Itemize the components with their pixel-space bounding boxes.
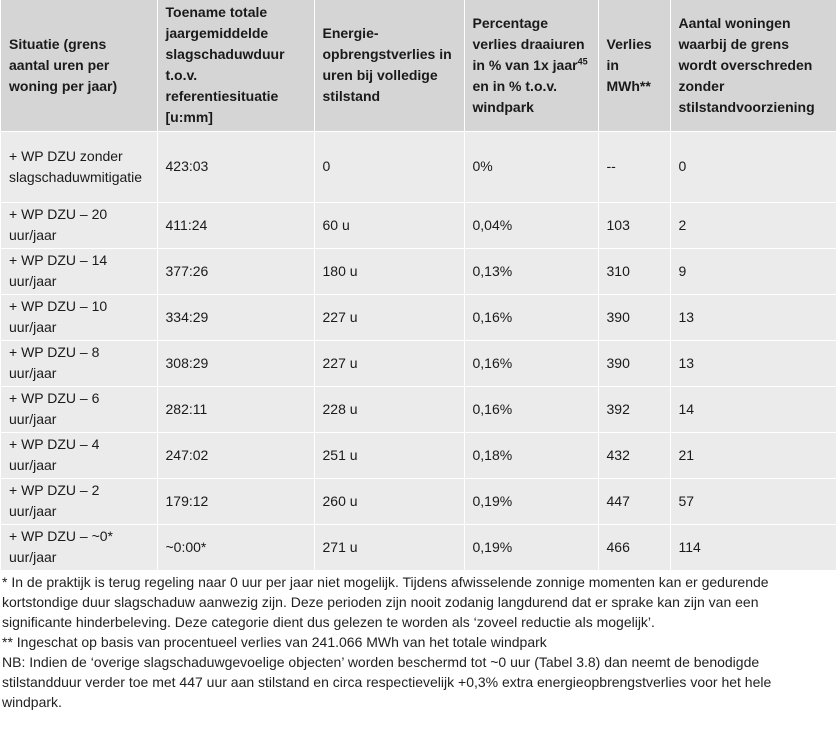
table-row: + WP DZU – 10 uur/jaar 334:29 227 u 0,16% 39… [1,294,836,340]
cell-percentage: 0,16% [463,340,598,386]
cell-situatie: + WP DZU zonder slagschaduwmitigatie [9,147,143,185]
cell-energieverlies: 251 u [313,432,464,478]
cell-energieverlies: 60 u [313,202,464,248]
cell-aantal-woningen: 21 [669,432,836,478]
cell-situatie: + WP DZU – 10 uur/jaar [9,298,108,335]
footnote-ref-45: 45 [577,56,588,67]
cell-percentage: 0,16% [463,294,598,340]
cell-situatie: + WP DZU – 8 uur/jaar [9,344,100,381]
table-notes: * In de praktijk is terug regeling naar … [0,570,834,712]
cell-situatie: + WP DZU – 6 uur/jaar [9,390,100,427]
cell-energieverlies: 260 u [313,478,464,524]
cell-percentage: 0,04% [463,202,598,248]
cell-energieverlies: 227 u [313,294,464,340]
header-row: Situatie (grens aantal uren per woning p… [1,0,836,131]
table-row: + WP DZU – 2 uur/jaar 179:12 260 u 0,19% 447… [1,478,836,524]
cell-situatie: + WP DZU – 14 uur/jaar [9,252,108,289]
cell-percentage: 0,18% [463,432,598,478]
cell-toename: 308:29 [156,340,314,386]
cell-energieverlies: 227 u [313,340,464,386]
cell-percentage: 0,19% [463,478,598,524]
cell-verlies-mwh: 447 [597,478,670,524]
cell-aantal-woningen: 2 [669,202,836,248]
cell-percentage: 0,16% [463,386,598,432]
cell-energieverlies: 0 [313,131,464,202]
cell-toename: 282:11 [156,386,314,432]
table-row: + WP DZU – 20 uur/jaar 411:24 60 u 0,04% 103… [1,202,836,248]
table-header: Situatie (grens aantal uren per woning p… [1,0,836,131]
cell-percentage: 0,19% [463,524,598,570]
cell-toename: 423:03 [156,131,314,202]
table-row: + WP DZU zonder slagschaduwmitigatie 423:… [1,131,836,202]
cell-aantal-woningen: 14 [669,386,836,432]
cell-verlies-mwh: 390 [597,294,670,340]
cell-toename: 411:24 [156,202,314,248]
table-row: + WP DZU – 14 uur/jaar 377:26 180 u 0,13% 31… [1,248,836,294]
cell-aantal-woningen: 0 [669,131,836,202]
cell-percentage: 0% [463,131,598,202]
slagschaduw-table: Situatie (grens aantal uren per woning p… [1,0,836,570]
header-percentage: Percentage verlies draaiuren in % van 1x… [463,0,598,131]
cell-toename: 247:02 [156,432,314,478]
table-row: + WP DZU – ~0* uur/jaar ~0:00* 271 u 0,19% 4… [1,524,836,570]
header-aantal-woningen: Aantal woningen waarbij de grens wordt o… [669,0,836,131]
cell-situatie: + WP DZU – 20 uur/jaar [9,206,108,243]
nb-note: NB: Indien de ‘overige slagschaduwgevoel… [2,654,772,710]
cell-toename: 179:12 [156,478,314,524]
cell-aantal-woningen: 9 [669,248,836,294]
cell-verlies-mwh: 392 [597,386,670,432]
cell-energieverlies: 180 u [313,248,464,294]
cell-situatie: + WP DZU – 2 uur/jaar [9,482,100,519]
table-row: + WP DZU – 6 uur/jaar 282:11 228 u 0,16% 392… [1,386,836,432]
footnote-asterisk: * In de praktijk is terug regeling naar … [2,574,769,630]
cell-aantal-woningen: 114 [669,524,836,570]
cell-toename: 334:29 [156,294,314,340]
table-row: + WP DZU – 8 uur/jaar 308:29 227 u 0,16% 390… [1,340,836,386]
cell-verlies-mwh: 103 [597,202,670,248]
header-percentage-a: Percentage verlies draaiuren in % van 1x… [472,14,585,73]
table-row: + WP DZU – 4 uur/jaar 247:02 251 u 0,18% 432… [1,432,836,478]
document-page: Situatie (grens aantal uren per woning p… [0,0,836,712]
table-body: + WP DZU zonder slagschaduwmitigatie 423:… [1,131,836,570]
cell-percentage: 0,13% [463,248,598,294]
cell-toename: 377:26 [156,248,314,294]
header-situatie: Situatie (grens aantal uren per woning p… [9,35,118,94]
cell-toename: ~0:00* [156,524,314,570]
footnote-double-asterisk: ** Ingeschat op basis van procentueel ve… [2,634,547,650]
header-percentage-b: en in % t.o.v. windpark [472,77,558,115]
cell-verlies-mwh: -- [597,131,670,202]
cell-verlies-mwh: 310 [597,248,670,294]
cell-verlies-mwh: 390 [597,340,670,386]
cell-aantal-woningen: 13 [669,340,836,386]
cell-situatie: + WP DZU – 4 uur/jaar [9,436,100,473]
cell-aantal-woningen: 13 [669,294,836,340]
cell-verlies-mwh: 466 [597,524,670,570]
header-toename: Toename totale jaargemiddelde slagschadu… [156,0,314,131]
cell-energieverlies: 228 u [313,386,464,432]
cell-aantal-woningen: 57 [669,478,836,524]
cell-verlies-mwh: 432 [597,432,670,478]
cell-energieverlies: 271 u [313,524,464,570]
header-verlies-mwh: Verlies in MWh** [597,0,670,131]
cell-situatie: + WP DZU – ~0* uur/jaar [9,528,114,566]
header-energieverlies: Energie-opbrengstverlies in uren bij vol… [313,0,464,131]
